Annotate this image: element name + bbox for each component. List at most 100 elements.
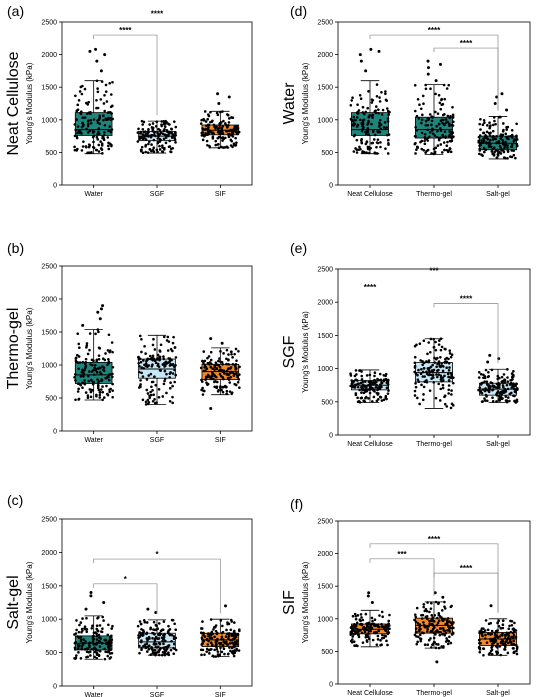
data-point <box>95 148 99 152</box>
data-point <box>446 372 450 376</box>
data-point <box>87 379 90 383</box>
data-point <box>493 150 496 154</box>
data-point <box>380 633 384 637</box>
data-point <box>147 647 151 651</box>
data-point <box>373 151 376 155</box>
data-point <box>84 145 88 148</box>
data-point <box>233 364 237 368</box>
data-point <box>483 121 486 124</box>
data-point <box>358 145 361 149</box>
data-point <box>97 384 100 387</box>
data-point <box>219 110 222 114</box>
data-point <box>360 122 364 126</box>
data-point <box>361 124 364 128</box>
data-point <box>144 138 148 141</box>
data-point <box>161 637 165 640</box>
data-point <box>436 129 439 133</box>
data-point <box>111 350 114 354</box>
data-point <box>353 386 357 389</box>
data-point <box>385 381 389 385</box>
data-point <box>435 629 439 632</box>
data-point <box>490 629 494 633</box>
data-point <box>447 375 450 379</box>
data-point <box>425 630 429 633</box>
data-point <box>92 146 96 150</box>
data-point <box>452 621 455 624</box>
data-point <box>207 125 210 129</box>
data-point <box>501 623 505 627</box>
data-point <box>383 121 387 124</box>
data-point <box>162 137 166 141</box>
data-point <box>489 637 492 641</box>
data-point <box>444 347 447 351</box>
data-point <box>102 396 106 399</box>
data-point <box>211 377 215 381</box>
data-point <box>89 390 93 394</box>
data-point <box>221 132 225 135</box>
data-point <box>477 388 480 392</box>
data-point <box>423 375 426 378</box>
data-point <box>168 372 172 375</box>
data-point <box>78 346 81 349</box>
data-point <box>144 645 147 649</box>
data-point <box>500 633 503 637</box>
data-point <box>235 359 238 362</box>
data-point <box>426 148 430 152</box>
data-point <box>212 123 216 127</box>
data-point <box>440 617 444 621</box>
data-point-outlier <box>493 102 497 105</box>
data-point <box>371 116 374 119</box>
data-point <box>151 636 154 640</box>
data-point <box>380 90 383 94</box>
data-point <box>137 361 141 365</box>
box-water: Water <box>73 47 114 198</box>
data-point <box>368 151 371 155</box>
data-point <box>109 387 112 391</box>
data-point <box>437 382 441 386</box>
data-point <box>414 125 417 129</box>
data-point <box>162 633 165 637</box>
data-point <box>96 629 100 633</box>
data-point <box>445 405 449 408</box>
data-point <box>73 376 76 379</box>
data-point <box>80 92 84 96</box>
data-point <box>152 393 155 397</box>
data-point <box>450 393 453 396</box>
data-point <box>443 361 446 364</box>
data-point <box>442 141 446 144</box>
data-point <box>99 366 102 370</box>
y-axis-label: Young's Modulus (kPa) <box>25 62 34 144</box>
box-sgf: SGF <box>136 119 178 198</box>
data-point <box>99 388 103 391</box>
data-point <box>226 652 230 656</box>
data-point <box>445 637 448 640</box>
data-point <box>74 398 77 402</box>
y-tick-label: 0 <box>53 429 57 436</box>
data-point <box>75 149 78 152</box>
data-point <box>381 615 384 619</box>
data-point <box>233 352 236 356</box>
data-point <box>485 130 489 134</box>
data-point <box>438 633 442 637</box>
data-point-outlier <box>89 594 93 598</box>
data-point <box>91 380 95 384</box>
data-point <box>352 122 356 125</box>
data-point <box>478 641 481 645</box>
data-point <box>430 377 433 380</box>
data-point <box>361 618 365 622</box>
data-point <box>491 388 495 391</box>
data-point <box>163 146 166 150</box>
data-point <box>448 139 452 143</box>
data-point <box>238 628 241 632</box>
data-point <box>238 373 241 376</box>
data-point <box>161 150 165 154</box>
data-point <box>108 652 112 655</box>
data-point <box>89 121 93 125</box>
data-point <box>174 125 178 129</box>
data-point-outlier <box>96 310 100 314</box>
data-point <box>171 401 174 405</box>
data-point <box>80 646 84 650</box>
data-point <box>350 631 354 635</box>
data-point <box>506 148 510 152</box>
data-point <box>142 359 145 362</box>
